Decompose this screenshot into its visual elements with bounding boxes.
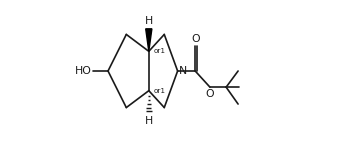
Text: or1: or1 (154, 48, 166, 54)
Text: N: N (179, 66, 187, 76)
Text: H: H (145, 16, 153, 26)
Text: HO: HO (75, 66, 92, 76)
Text: O: O (191, 34, 200, 44)
Text: or1: or1 (154, 88, 166, 94)
Polygon shape (146, 29, 152, 51)
Text: H: H (145, 116, 153, 126)
Text: O: O (205, 89, 214, 99)
